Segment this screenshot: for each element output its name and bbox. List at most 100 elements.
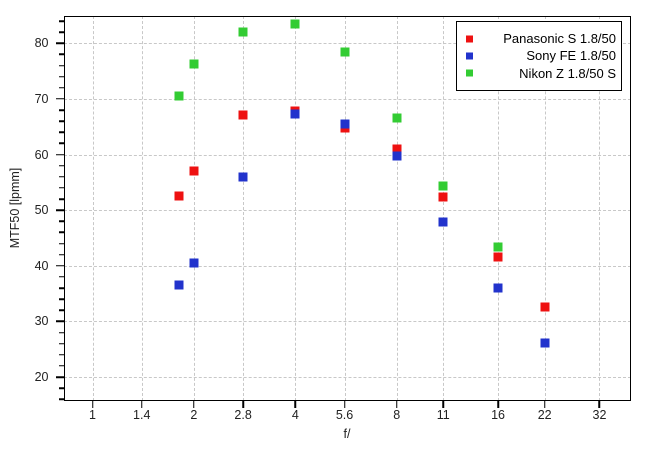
legend-label-nikon: Nikon Z 1.8/50 S [519, 65, 616, 81]
y-tick-label: 80 [34, 36, 49, 51]
y-tick-minor [59, 53, 64, 56]
y-tick-minor [59, 276, 64, 278]
y-tick-minor [59, 187, 64, 189]
x-tick-label: 22 [537, 407, 552, 422]
gridline-vertical [295, 15, 297, 401]
y-tick-minor [59, 142, 64, 145]
y-tick-minor [59, 298, 64, 300]
y-tick-minor [59, 120, 64, 122]
y-tick-minor [59, 398, 64, 401]
x-tick-label: 11 [436, 407, 450, 422]
gridline-vertical [396, 15, 398, 401]
data-point [290, 19, 300, 29]
y-tick-minor [59, 75, 64, 78]
x-tick-label: 8 [393, 407, 401, 422]
data-point [238, 27, 248, 37]
y-tick-major [56, 376, 64, 378]
gridline-horizontal [63, 265, 631, 267]
legend-swatch-blue-icon [466, 52, 473, 60]
data-point [438, 181, 448, 191]
y-tick-minor [59, 220, 64, 223]
x-tick-label: 16 [491, 407, 506, 422]
x-tick-label: 1 [89, 407, 96, 422]
data-point [493, 252, 503, 262]
y-tick-minor [59, 64, 64, 67]
y-tick-label: 20 [34, 370, 49, 385]
x-tick [242, 401, 244, 408]
data-point [238, 110, 248, 120]
data-point [189, 59, 199, 69]
x-tick [497, 401, 499, 408]
y-tick-major [56, 265, 64, 267]
y-tick-minor [59, 365, 64, 367]
gridline-horizontal [63, 321, 631, 323]
gridline-vertical [243, 15, 245, 401]
x-tick [442, 401, 445, 408]
data-point [438, 192, 448, 202]
y-tick-major [56, 153, 64, 156]
legend: Panasonic S 1.8/50 Sony FE 1.8/50 Nikon … [456, 21, 622, 91]
data-point [493, 242, 503, 252]
gridline-vertical [498, 15, 500, 401]
data-point [174, 280, 183, 290]
y-tick-minor [59, 253, 64, 256]
y-axis-title: MTF50 [lpmm] [8, 167, 22, 249]
y-tick-minor [59, 331, 64, 334]
y-tick-minor [59, 87, 64, 89]
y-tick-minor [59, 231, 64, 234]
x-tick-label: 32 [592, 407, 607, 422]
y-tick-minor [59, 242, 64, 245]
legend-swatch-red-icon [466, 35, 473, 43]
y-tick-minor [59, 309, 64, 312]
legend-item-sony: Sony FE 1.8/50 [457, 47, 621, 64]
data-point [290, 109, 300, 119]
y-tick-minor [59, 354, 64, 356]
y-tick-minor [59, 109, 64, 111]
y-tick-major [56, 98, 64, 100]
y-tick-minor [59, 287, 64, 289]
y-tick-label: 70 [34, 91, 49, 106]
data-point [392, 113, 402, 123]
gridline-vertical [193, 15, 195, 401]
gridline-vertical [344, 15, 346, 401]
data-point [540, 338, 550, 348]
x-tick-label: 2.8 [234, 407, 252, 422]
y-tick-major [56, 42, 64, 45]
x-tick-label: 5.6 [335, 407, 354, 422]
data-point [238, 172, 248, 182]
legend-swatch-green-icon [466, 69, 473, 77]
x-tick [543, 401, 546, 408]
x-tick-label: 1.4 [133, 407, 151, 422]
y-tick-major [56, 320, 64, 323]
x-tick [294, 401, 297, 408]
y-tick-minor [59, 176, 64, 178]
data-point [392, 144, 402, 154]
x-tick [598, 401, 601, 408]
x-tick [193, 401, 195, 408]
y-tick-minor [59, 131, 64, 134]
x-tick [91, 401, 94, 408]
gridline-horizontal [63, 154, 631, 156]
data-point [438, 217, 448, 227]
gridline-vertical [92, 15, 94, 401]
data-point [189, 166, 199, 176]
y-tick-label: 50 [34, 203, 49, 218]
gridline-vertical [599, 15, 601, 401]
legend-label-sony: Sony FE 1.8/50 [526, 48, 616, 64]
data-point [189, 258, 199, 268]
data-point [340, 47, 350, 57]
data-point [340, 119, 350, 129]
gridline-vertical [443, 15, 445, 401]
data-point [174, 91, 183, 101]
gridline-vertical [141, 15, 143, 401]
data-point [493, 283, 503, 293]
data-point [392, 151, 402, 161]
data-point [540, 302, 550, 312]
y-tick-minor [59, 387, 64, 389]
y-tick-label: 30 [34, 314, 49, 329]
x-tick-label: 4 [291, 407, 299, 422]
y-tick-minor [59, 164, 64, 167]
y-tick-minor [59, 342, 64, 345]
y-tick-minor [59, 20, 64, 22]
